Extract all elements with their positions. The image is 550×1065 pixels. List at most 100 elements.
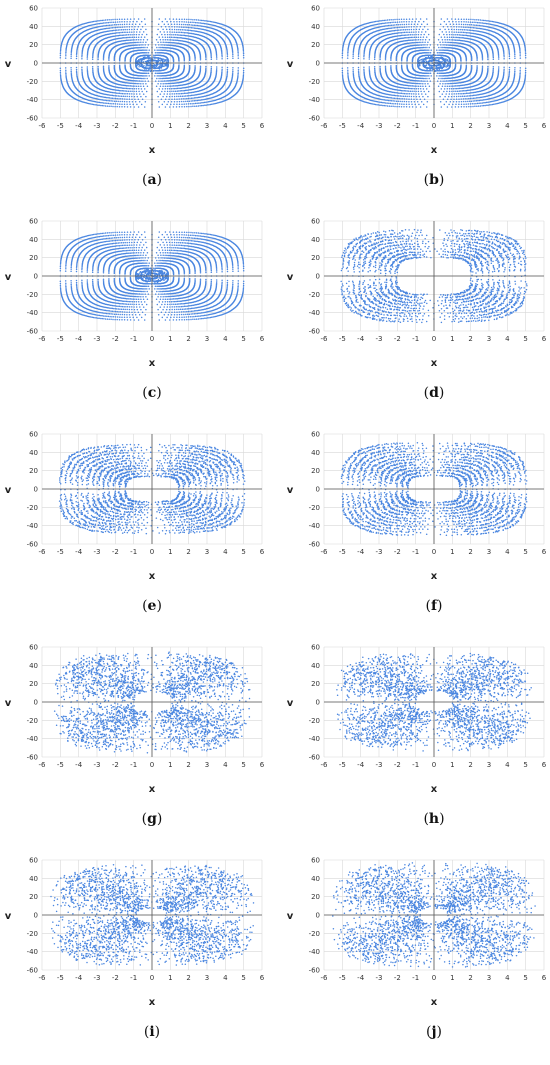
orbit-point xyxy=(146,78,148,80)
orbit-point xyxy=(127,37,129,39)
orbit-point xyxy=(243,70,245,72)
orbit-point xyxy=(216,56,218,58)
orbit-point xyxy=(176,31,178,33)
orbit-point xyxy=(170,85,172,87)
orbit-point xyxy=(101,22,103,24)
orbit-point xyxy=(210,69,212,71)
orbit-point xyxy=(112,97,114,99)
orbit-point xyxy=(140,39,142,41)
orbit-point xyxy=(65,69,67,71)
orbit-point xyxy=(92,68,94,70)
orbit-point xyxy=(243,55,245,57)
orbit-point xyxy=(192,95,194,97)
orbit-point xyxy=(170,104,172,106)
orbit-point xyxy=(139,31,141,33)
orbit-point xyxy=(157,91,159,93)
orbit-point xyxy=(158,75,160,77)
orbit-point xyxy=(153,54,155,56)
orbit-point xyxy=(76,67,78,69)
orbit-point xyxy=(97,20,99,22)
orbit-point xyxy=(133,91,135,93)
orbit-point xyxy=(133,18,135,20)
orbit-point xyxy=(119,32,121,34)
orbit-point xyxy=(161,34,163,36)
orbit-point xyxy=(206,101,208,103)
orbit-point xyxy=(159,65,160,66)
orbit-point xyxy=(124,103,126,105)
orbit-point xyxy=(143,61,144,62)
orbit-point xyxy=(174,24,176,26)
orbit-point xyxy=(167,31,169,33)
orbit-point xyxy=(441,49,443,51)
orbit-point xyxy=(167,39,169,41)
orbit-point xyxy=(156,52,158,54)
orbit-point xyxy=(122,34,124,36)
orbit-point xyxy=(175,90,177,92)
orbit-point xyxy=(127,18,129,20)
orbit-point xyxy=(98,105,100,107)
orbit-point xyxy=(199,25,201,27)
orbit-point xyxy=(206,23,208,25)
orbit-point xyxy=(196,19,198,21)
orbit-point xyxy=(106,100,108,102)
orbit-point xyxy=(70,69,72,71)
orbit-point xyxy=(119,101,121,103)
orbit-point xyxy=(169,34,171,36)
orbit-point xyxy=(65,71,67,73)
orbit-point xyxy=(162,42,164,44)
orbit-point xyxy=(176,98,178,100)
y-tick-label: 20 xyxy=(29,41,38,49)
orbit-point xyxy=(180,37,182,39)
x-tick-label: -4 xyxy=(75,122,83,130)
orbit-point xyxy=(124,18,126,20)
orbit-point xyxy=(167,93,169,95)
orbit-point xyxy=(157,29,159,31)
orbit-point xyxy=(187,95,189,97)
orbit-point xyxy=(179,106,181,108)
orbit-point xyxy=(205,20,207,22)
y-tick-label: -40 xyxy=(27,96,38,104)
orbit-point xyxy=(124,106,126,108)
orbit-point xyxy=(108,22,110,24)
orbit-point xyxy=(90,103,92,105)
orbit-point xyxy=(157,42,159,44)
orbit-point xyxy=(189,100,191,102)
orbit-point xyxy=(184,65,186,67)
orbit-point xyxy=(179,21,181,23)
orbit-point xyxy=(201,99,203,101)
orbit-point xyxy=(166,61,167,62)
orbit-point xyxy=(169,83,171,85)
orbit-point xyxy=(65,73,67,75)
orbit-point xyxy=(243,67,245,69)
orbit-point xyxy=(181,103,183,105)
x-tick-label: 1 xyxy=(168,122,172,130)
y-tick-label: -60 xyxy=(27,115,38,123)
orbit-point xyxy=(112,95,114,97)
orbit-point xyxy=(127,31,129,33)
orbit-point xyxy=(163,93,165,95)
orbit-point xyxy=(129,26,131,28)
orbit-point xyxy=(133,93,135,95)
orbit-point xyxy=(175,34,177,36)
orbit-point xyxy=(65,52,67,54)
orbit-point xyxy=(202,23,204,25)
orbit-point xyxy=(97,59,99,61)
orbit-point xyxy=(155,55,156,56)
orbit-point xyxy=(127,88,129,90)
orbit-point xyxy=(124,101,126,103)
orbit-point xyxy=(126,29,128,31)
orbit-point xyxy=(169,36,171,38)
orbit-point xyxy=(123,32,125,34)
orbit-point xyxy=(159,49,161,51)
orbit-point xyxy=(119,29,121,31)
orbit-point xyxy=(60,57,62,59)
orbit-point xyxy=(103,105,105,107)
orbit-point xyxy=(94,21,96,23)
orbit-point xyxy=(156,75,158,77)
orbit-point xyxy=(202,99,204,101)
orbit-point xyxy=(137,44,139,46)
orbit-point xyxy=(105,19,107,21)
orbit-point xyxy=(164,42,166,44)
orbit-point xyxy=(161,91,163,93)
orbit-point xyxy=(180,90,182,92)
